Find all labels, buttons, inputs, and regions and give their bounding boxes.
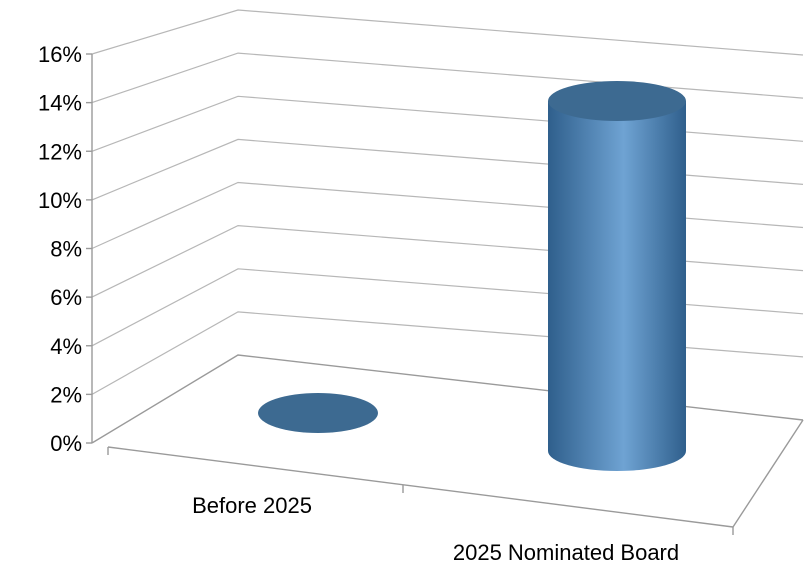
gridline [91,138,804,201]
floor-back-edge [91,354,804,444]
gridline [91,224,804,298]
gridline [91,181,804,250]
cylinder-body [548,101,686,471]
y-tick-label: 0% [50,431,82,456]
y-tick-label: 6% [50,285,82,310]
gridline [91,52,804,104]
y-tick-label: 10% [38,188,82,213]
y-tick-label: 2% [50,382,82,407]
gridline [91,95,804,152]
x-category-label: Before 2025 [192,493,312,518]
bars [258,81,686,471]
x-category-label: 2025 Nominated Board [453,540,679,565]
gridline [91,9,804,56]
y-tick-label: 12% [38,139,82,164]
floor-right-edge [732,419,804,528]
y-axis-tick-labels: 0% 2% 4% 6% 8% 10% 12% 14% 16% [38,42,82,456]
cylinder-top [258,393,378,433]
y-tick-label: 8% [50,237,82,262]
gridline [91,311,804,395]
x-axis-category-labels: Before 2025 2025 Nominated Board [192,493,679,565]
gridlines [91,9,804,395]
y-tick-label: 14% [38,91,82,116]
x-axis-line [107,446,734,528]
y-tick-label: 4% [50,334,82,359]
y-tick-label: 16% [38,42,82,67]
axes [86,53,804,535]
cylinder-top [548,81,686,121]
